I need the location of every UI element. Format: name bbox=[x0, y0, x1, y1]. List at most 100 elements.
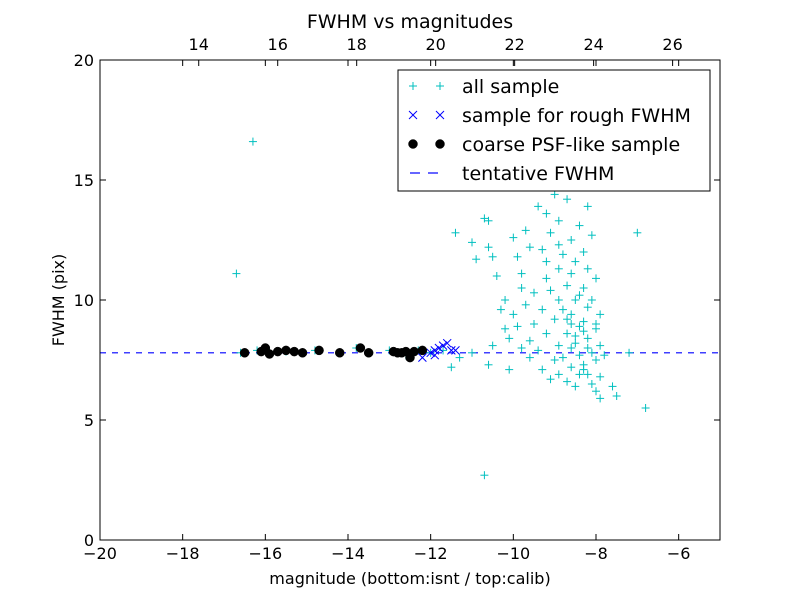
all-sample-point bbox=[625, 348, 634, 357]
psf-like-point bbox=[239, 348, 250, 358]
all-sample-point bbox=[554, 341, 563, 350]
x-tick-label: −18 bbox=[166, 544, 200, 563]
psf-like-point-dot bbox=[363, 348, 374, 358]
y-tick-label: 20 bbox=[74, 51, 94, 70]
psf-like-point bbox=[334, 348, 345, 358]
all-sample-point bbox=[550, 356, 559, 364]
all-sample-point bbox=[509, 310, 518, 319]
legend-psf-like: coarse PSF-like sample bbox=[408, 134, 680, 156]
all-sample-point bbox=[513, 322, 522, 331]
rough-fwhm-point-d2 bbox=[451, 346, 460, 355]
series-rough-fwhm bbox=[418, 338, 460, 362]
x-tick-label: −20 bbox=[83, 544, 117, 563]
all-sample-point bbox=[550, 315, 559, 324]
all-sample-point bbox=[472, 255, 481, 264]
legend-tentative-fwhm: tentative FWHM bbox=[410, 163, 614, 185]
psf-like-point bbox=[409, 346, 419, 357]
all-sample-point bbox=[571, 339, 580, 348]
x-tick-label: −12 bbox=[414, 544, 448, 563]
top-x-tick-label: 24 bbox=[583, 35, 603, 54]
all-sample-point bbox=[608, 382, 617, 391]
legend-label: all sample bbox=[462, 76, 559, 98]
all-sample-point bbox=[517, 284, 526, 292]
all-sample-point bbox=[583, 264, 592, 273]
all-sample-point bbox=[480, 471, 489, 480]
legend-label: coarse PSF-like sample bbox=[462, 134, 680, 156]
chart-title: FWHM vs magnitudes bbox=[307, 11, 513, 33]
psf-like-point-dot bbox=[239, 348, 250, 358]
x-tick-label: −10 bbox=[496, 544, 530, 563]
rough-fwhm-point bbox=[442, 338, 452, 348]
rough-fwhm-point-d2 bbox=[426, 348, 436, 358]
all-sample-point bbox=[521, 300, 530, 309]
all-sample-point bbox=[583, 303, 592, 312]
all-sample-point bbox=[558, 250, 567, 259]
all-sample-point bbox=[579, 327, 588, 336]
x-tick-label: −16 bbox=[248, 544, 282, 563]
all-sample-point bbox=[575, 221, 584, 230]
all-sample-point bbox=[567, 310, 576, 319]
legend-rough-fwhm: sample for rough FWHM bbox=[408, 105, 691, 127]
all-sample-point bbox=[567, 269, 576, 278]
rough-fwhm-point bbox=[434, 343, 444, 353]
top-x-tick-label: 16 bbox=[268, 35, 288, 54]
legend-marker bbox=[409, 82, 417, 90]
rough-fwhm-point bbox=[426, 348, 436, 358]
all-sample-point bbox=[558, 305, 567, 314]
all-sample-point bbox=[530, 288, 538, 297]
all-sample-point bbox=[439, 346, 448, 355]
legend-marker-dot bbox=[435, 139, 445, 149]
all-sample-point bbox=[563, 329, 572, 338]
all-sample-point bbox=[563, 195, 572, 204]
all-sample-point bbox=[579, 365, 588, 374]
all-sample-point bbox=[546, 228, 555, 237]
all-sample-point bbox=[525, 243, 534, 252]
all-sample-point bbox=[501, 324, 510, 333]
all-sample-point bbox=[567, 320, 576, 328]
all-sample-point bbox=[612, 392, 621, 400]
legend-all-sample: all sample bbox=[409, 76, 559, 98]
all-sample-point bbox=[633, 228, 642, 237]
all-sample-point bbox=[488, 341, 497, 350]
all-sample-point bbox=[534, 202, 543, 211]
all-sample-point bbox=[575, 370, 584, 379]
top-x-tick-label: 14 bbox=[189, 35, 209, 54]
all-sample-point bbox=[571, 296, 580, 304]
all-sample-point bbox=[575, 291, 584, 300]
psf-like-point-dot bbox=[272, 346, 283, 357]
psf-like-point bbox=[272, 346, 283, 357]
all-sample-point bbox=[517, 269, 526, 278]
rough-fwhm-point bbox=[446, 346, 456, 355]
top-x-tick-label: 20 bbox=[425, 35, 445, 54]
y-tick-label: 0 bbox=[84, 531, 94, 550]
all-sample-point bbox=[587, 348, 596, 357]
psf-like-point bbox=[297, 348, 308, 358]
legend-label: tentative FWHM bbox=[462, 163, 614, 185]
rough-fwhm-point bbox=[438, 341, 448, 350]
all-sample-point bbox=[542, 274, 551, 283]
all-sample-point bbox=[579, 248, 588, 256]
y-axis-title: FWHM (pix) bbox=[49, 254, 68, 347]
top-x-tick-label: 22 bbox=[504, 35, 524, 54]
all-sample-point bbox=[468, 238, 476, 247]
all-sample-point bbox=[575, 322, 584, 331]
x-axis-title: magnitude (bottom:isnt / top:calib) bbox=[269, 569, 550, 588]
top-x-tick-label: 18 bbox=[347, 35, 367, 54]
all-sample-point bbox=[571, 332, 580, 340]
legend-marker bbox=[408, 110, 418, 120]
x-tick-label: −6 bbox=[667, 544, 691, 563]
all-sample-point bbox=[496, 305, 505, 314]
psf-like-point-dot bbox=[264, 349, 275, 359]
series-psf-like bbox=[239, 343, 428, 363]
all-sample-point bbox=[455, 353, 464, 362]
legend-marker bbox=[436, 82, 444, 90]
all-sample-point bbox=[592, 387, 600, 396]
rough-fwhm-point-d2 bbox=[438, 341, 448, 350]
all-sample-point bbox=[521, 226, 530, 235]
all-sample-point bbox=[567, 236, 576, 244]
all-sample-point bbox=[513, 252, 522, 261]
psf-like-point-dot bbox=[289, 346, 300, 357]
all-sample-point bbox=[571, 382, 580, 391]
all-sample-point bbox=[571, 257, 580, 266]
